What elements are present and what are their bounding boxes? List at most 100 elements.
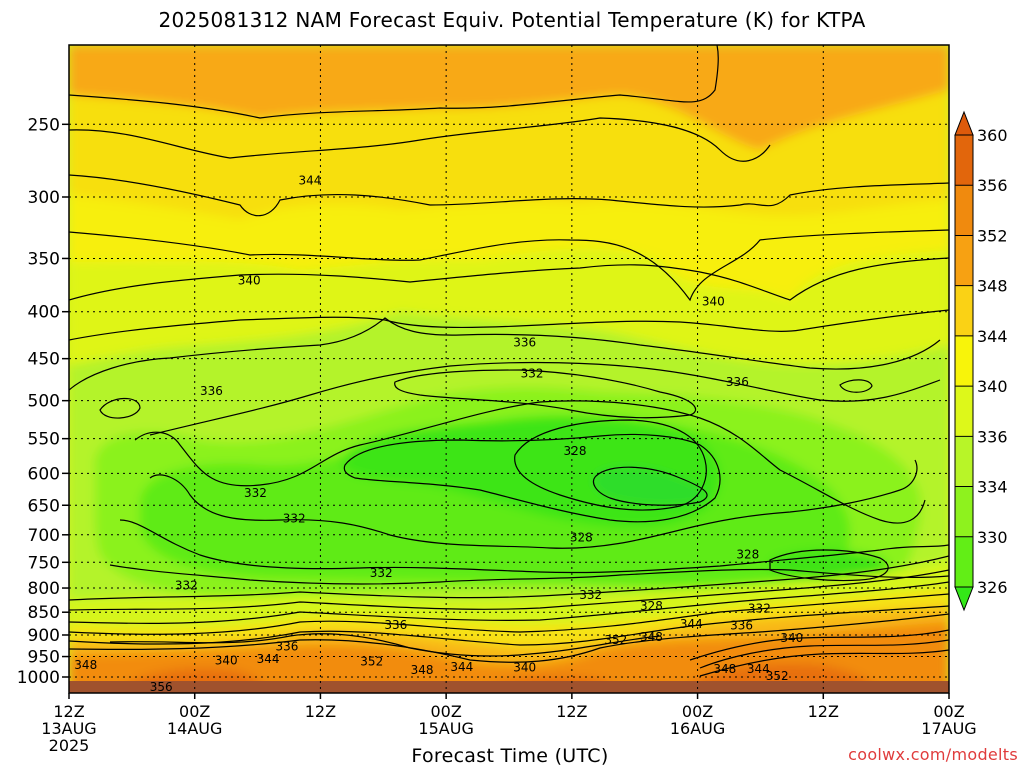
x-tick-label: 13AUG: [41, 719, 96, 738]
y-tick-label: 450: [28, 350, 60, 370]
contour-label: 344: [747, 662, 770, 676]
contour-label: 336: [275, 639, 298, 653]
contour-label: 352: [360, 655, 383, 669]
colorbar-label: 330: [977, 528, 1008, 547]
y-tick-label: 600: [28, 464, 60, 484]
contour-label: 328: [570, 531, 593, 545]
x-tick-label: 12Z: [53, 702, 84, 721]
contour-label: 340: [238, 274, 261, 288]
chart-title: 2025081312 NAM Forecast Equiv. Potential…: [158, 8, 866, 32]
contour-label: 336: [384, 618, 407, 632]
contour-label: 344: [680, 617, 703, 631]
contour-label: 332: [748, 601, 771, 615]
y-tick-label: 350: [28, 249, 60, 269]
plot-area: 344 340 340 336 336 336 332 328 332 332 328 332 332 3…: [69, 45, 949, 694]
contour-label: 340: [513, 661, 536, 675]
x-tick-label: 15AUG: [418, 719, 473, 738]
y-tick-label: 900: [28, 626, 60, 646]
x-tick-label: 17AUG: [921, 719, 976, 738]
field-orange-top: [69, 45, 949, 150]
y-tick-label: 950: [28, 648, 60, 668]
contour-label: 336: [513, 335, 536, 349]
x-tick-label: 00Z: [430, 702, 461, 721]
contour-label: 332: [283, 512, 306, 526]
contour-label: 328: [564, 444, 587, 458]
colorbar-band: [955, 386, 973, 437]
contour-label: 336: [200, 384, 223, 398]
colorbar-band: [955, 335, 973, 387]
contour-label: 348: [74, 658, 97, 672]
y-tick-label: 650: [28, 496, 60, 516]
y-tick-label: 300: [28, 188, 60, 208]
contour-label: 340: [702, 295, 725, 309]
contour-label: 352: [604, 633, 627, 647]
y-tick-label: 550: [28, 430, 60, 450]
contour-labels: 344 340 340 336 336 336 332 328 332 332 328 332 332 3…: [74, 174, 803, 694]
contour-label: 344: [450, 660, 473, 674]
contour-label: 332: [244, 486, 267, 500]
y-tick-label: 500: [28, 392, 60, 412]
colorbar-band: [955, 185, 973, 236]
contour-label: 348: [640, 630, 663, 644]
colorbar-band: [955, 436, 973, 487]
field-yellow-upper: [69, 90, 949, 220]
y-tick-label: 800: [28, 579, 60, 599]
contour-label: 332: [521, 366, 544, 380]
colorbar-label: 348: [977, 277, 1008, 296]
colorbar-label: 360: [977, 126, 1008, 145]
field-green-core: [593, 466, 708, 506]
x-tick-label: 12Z: [808, 702, 839, 721]
grid: [69, 45, 949, 693]
colorbar-label: 334: [977, 478, 1008, 497]
ground-below: [69, 681, 949, 693]
contour-label: 332: [579, 588, 602, 602]
contour-label: 328: [640, 599, 663, 613]
y-axis: 250 300 350 400 450 500 550 600 650 700 750 800 850 9…: [17, 115, 69, 688]
colorbar-band: [955, 135, 973, 186]
colorbar-label: 326: [977, 578, 1008, 597]
contour-label: 344: [298, 174, 321, 188]
contour-label: 356: [150, 680, 173, 694]
contour-label: 348: [713, 662, 736, 676]
y-tick-label: 250: [28, 115, 60, 135]
contour-label: 340: [780, 631, 803, 645]
y-tick-label: 700: [28, 526, 60, 546]
y-tick-label: 400: [28, 303, 60, 323]
contour-label: 352: [766, 669, 789, 683]
contour-label: 336: [726, 375, 749, 389]
colorbar-band: [955, 285, 973, 336]
x-tick-label: 14AUG: [167, 719, 222, 738]
contour-label: 348: [411, 663, 434, 677]
x-tick-label: 00Z: [682, 702, 713, 721]
x-tick-label: 16AUG: [670, 719, 725, 738]
y-tick-label: 750: [28, 553, 60, 573]
colorbar-band: [955, 486, 973, 537]
x-tick-label: 12Z: [556, 702, 587, 721]
contour-label: 332: [175, 579, 198, 593]
y-tick-label: 1000: [17, 668, 60, 688]
colorbar-extend-high: [954, 110, 974, 136]
colorbar-label: 340: [977, 377, 1008, 396]
plot-frame: [68, 44, 950, 694]
field-green-4: [770, 550, 889, 581]
field-yellow-mid: [69, 195, 949, 300]
x-tick-label: 12Z: [305, 702, 336, 721]
contour-label: 340: [215, 654, 238, 668]
x-tick-label: 00Z: [179, 702, 210, 721]
colorbar: 326 330 334 336 340 344 348 352 356 360: [954, 110, 1008, 612]
contour-label: 344: [257, 652, 280, 666]
y-tick-label: 850: [28, 603, 60, 623]
x-tick-label: 2025: [49, 736, 90, 755]
colorbar-extend-low: [954, 586, 974, 612]
x-axis-title: Forecast Time (UTC): [411, 745, 609, 767]
contour-label: 328: [736, 547, 759, 561]
colorbar-band: [955, 235, 973, 286]
colorbar-label: 352: [977, 226, 1008, 245]
colorbar-label: 356: [977, 176, 1008, 195]
contour-label: 336: [730, 619, 753, 633]
x-tick-label: 00Z: [933, 702, 964, 721]
colorbar-label: 344: [977, 327, 1008, 346]
contour-lines: [69, 45, 949, 677]
